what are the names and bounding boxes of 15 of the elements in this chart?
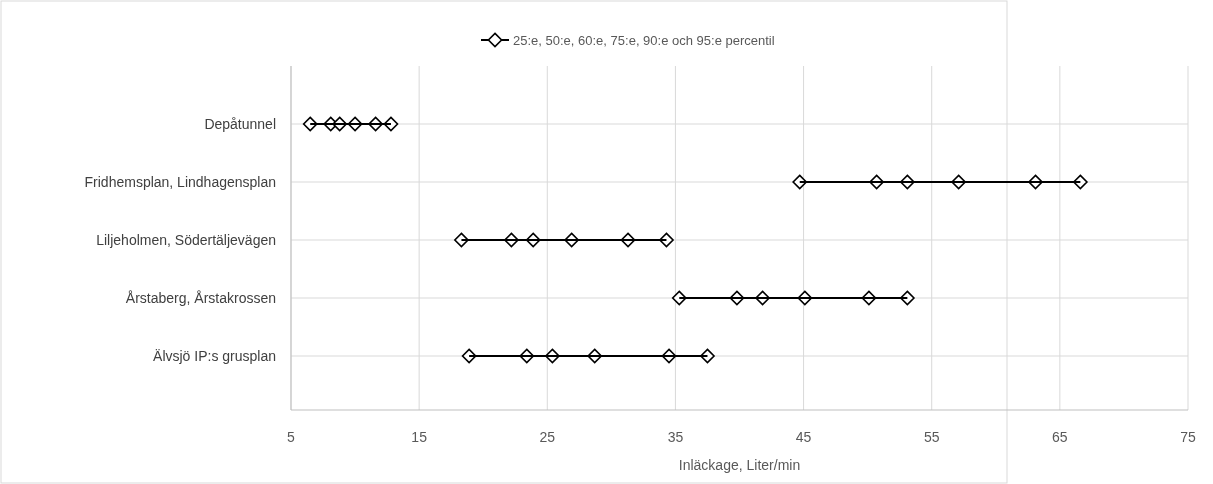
y-tick-label: Depåtunnel <box>204 116 276 132</box>
x-tick-label: 65 <box>1052 429 1068 445</box>
x-tick-label: 5 <box>287 429 296 445</box>
y-tick-label: Fridhemsplan, Lindhagensplan <box>84 174 276 190</box>
y-tick-label: Älvsjö IP:s grusplan <box>153 348 276 364</box>
y-tick-label: Liljeholmen, Södertäljevägen <box>96 232 276 248</box>
x-axis-title: Inläckage, Liter/min <box>678 457 801 473</box>
x-tick-label: 55 <box>923 429 940 445</box>
y-tick-label: Årstaberg, Årstakrossen <box>125 290 276 306</box>
x-tick-label: 45 <box>795 429 812 445</box>
x-tick-label: 35 <box>667 429 684 445</box>
x-tick-label: 75 <box>1180 429 1196 445</box>
x-tick-label: 15 <box>411 429 428 445</box>
legend-label: 25:e, 50:e, 60:e, 75:e, 90:e och 95:e percentil <box>513 33 775 48</box>
x-tick-label: 25 <box>539 429 556 445</box>
